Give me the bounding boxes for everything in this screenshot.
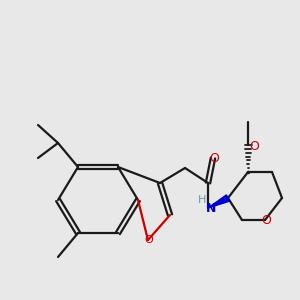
- Text: O: O: [261, 214, 271, 226]
- Text: O: O: [249, 140, 259, 154]
- Text: O: O: [209, 152, 219, 164]
- Text: H: H: [198, 195, 206, 205]
- Text: N: N: [206, 202, 216, 214]
- Text: O: O: [145, 235, 153, 245]
- Polygon shape: [208, 195, 230, 208]
